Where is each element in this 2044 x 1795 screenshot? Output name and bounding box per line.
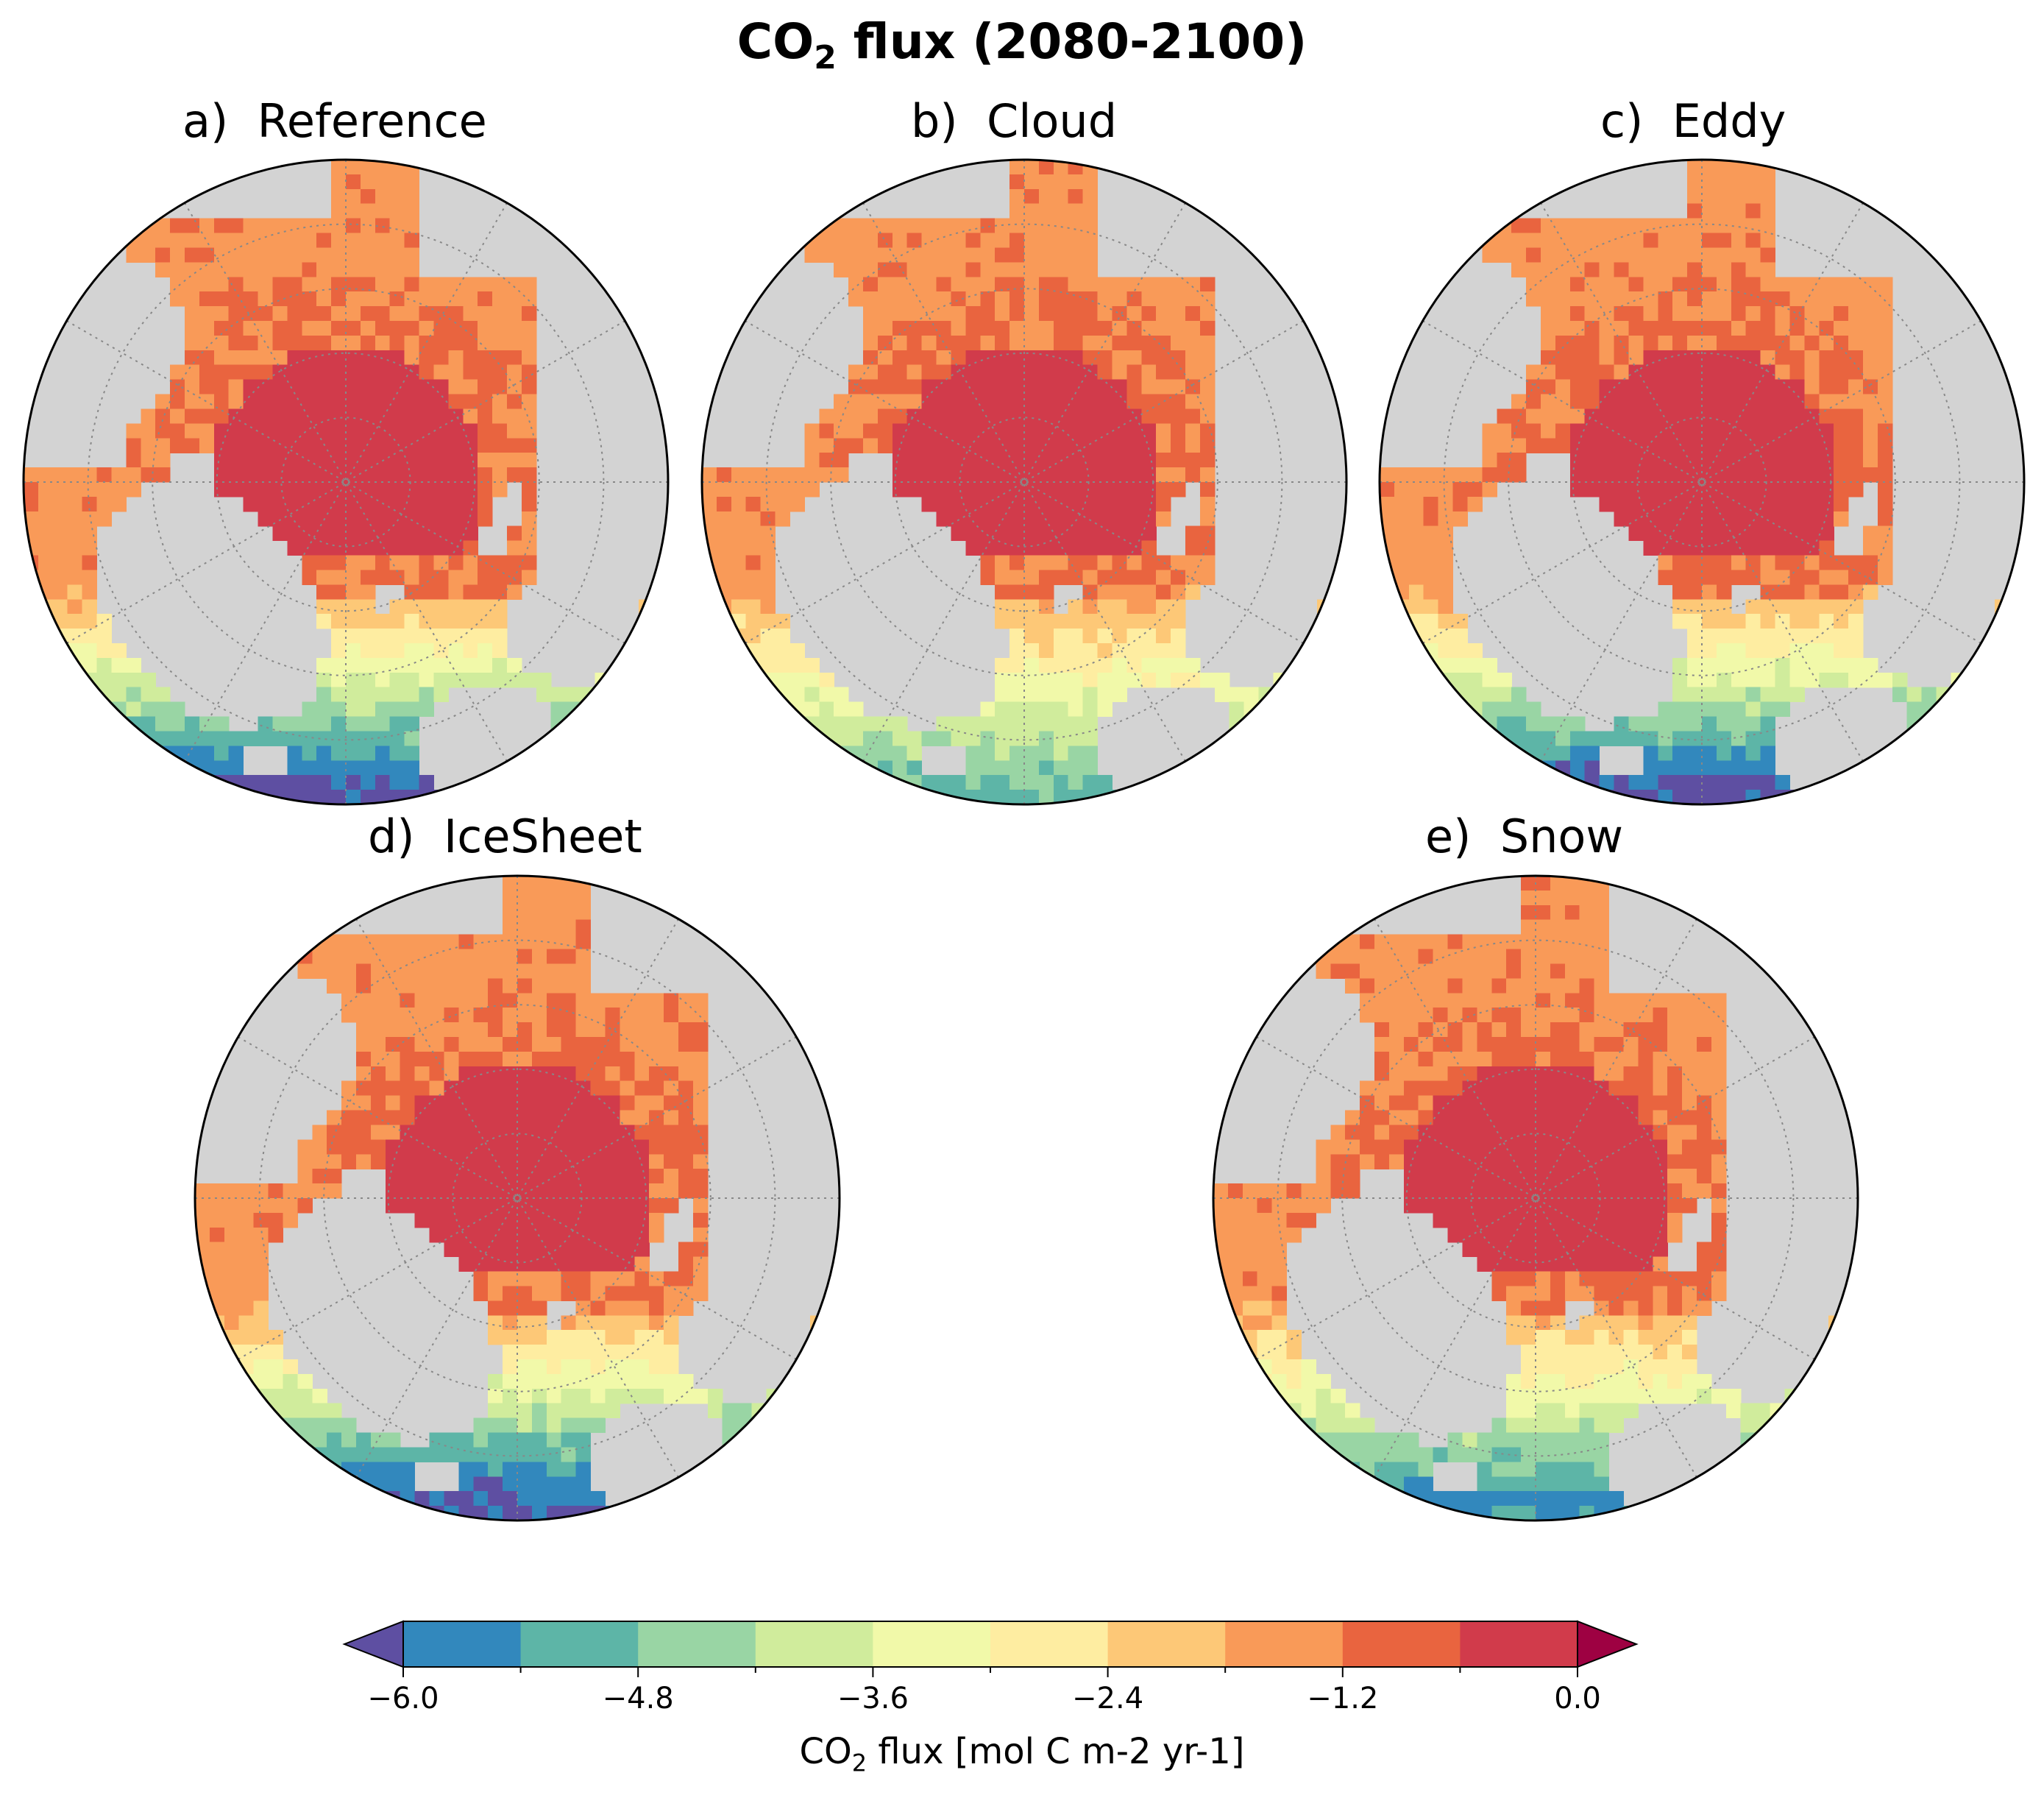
map-icesheet [194,874,841,1522]
colorbar-segment [638,1621,756,1667]
map-snow [1212,874,1859,1522]
colorbar-tick-label: −1.2 [1307,1682,1379,1716]
map-boundary-c [1378,158,2026,806]
map-boundary-b [700,158,1348,806]
colorbar-tick-label: −2.4 [1072,1682,1144,1716]
colorbar-segment [1225,1621,1344,1667]
colorbar-segment [1342,1621,1461,1667]
colorbar-tick-label: −4.8 [602,1682,674,1716]
map-boundary-a [22,158,670,806]
flux-field-a [24,160,654,804]
map-cloud [700,158,1348,806]
figure-title: CO2 flux (2080-2100) [737,13,1307,77]
panel-title-b: b) Cloud [911,94,1118,148]
colorbar-tick-label: −6.0 [367,1682,439,1716]
colorbar-tick-label: 0.0 [1554,1682,1601,1716]
map-boundary-e [1212,874,1859,1522]
graticule-d [195,876,840,1520]
colorbar-segment [755,1621,873,1667]
colorbar-label: CO2 flux [mol C m-2 yr-1] [799,1731,1245,1777]
map-eddy [1378,158,2026,806]
colorbar-tick-label: −3.6 [837,1682,909,1716]
graticule-c [1380,160,2024,804]
colorbar-segment [1460,1621,1578,1667]
panel-title-d: d) IceSheet [368,810,642,863]
colorbar-over-arrow [1577,1620,1639,1668]
graticule-b [702,160,1346,804]
colorbar-segment [990,1621,1109,1667]
panel-title-c: c) Eddy [1600,94,1786,148]
colorbar-segment [873,1621,991,1667]
panel-title-a: a) Reference [182,94,487,148]
panel-title-e: e) Snow [1425,810,1624,863]
flux-field-b [702,160,1332,804]
colorbar-under-arrow [342,1620,404,1668]
colorbar-segment [1107,1621,1226,1667]
graticule-e [1213,876,1858,1520]
graticule-a [24,160,668,804]
colorbar-segment [520,1621,639,1667]
colorbar-segment [403,1621,522,1667]
map-boundary-d [194,874,841,1522]
map-reference [22,158,670,806]
